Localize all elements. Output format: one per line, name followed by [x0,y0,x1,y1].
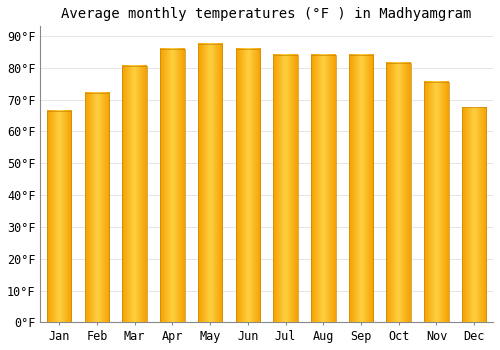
Bar [84,93,109,322]
Bar [122,66,147,322]
Bar [386,63,411,322]
Bar [236,49,260,322]
Bar [348,55,374,322]
Bar [274,55,298,322]
Bar [47,111,72,322]
Bar [424,82,448,322]
Bar [198,44,222,322]
Bar [462,107,486,322]
Bar [311,55,336,322]
Bar [160,49,184,322]
Title: Average monthly temperatures (°F ) in Madhyamgram: Average monthly temperatures (°F ) in Ma… [62,7,472,21]
